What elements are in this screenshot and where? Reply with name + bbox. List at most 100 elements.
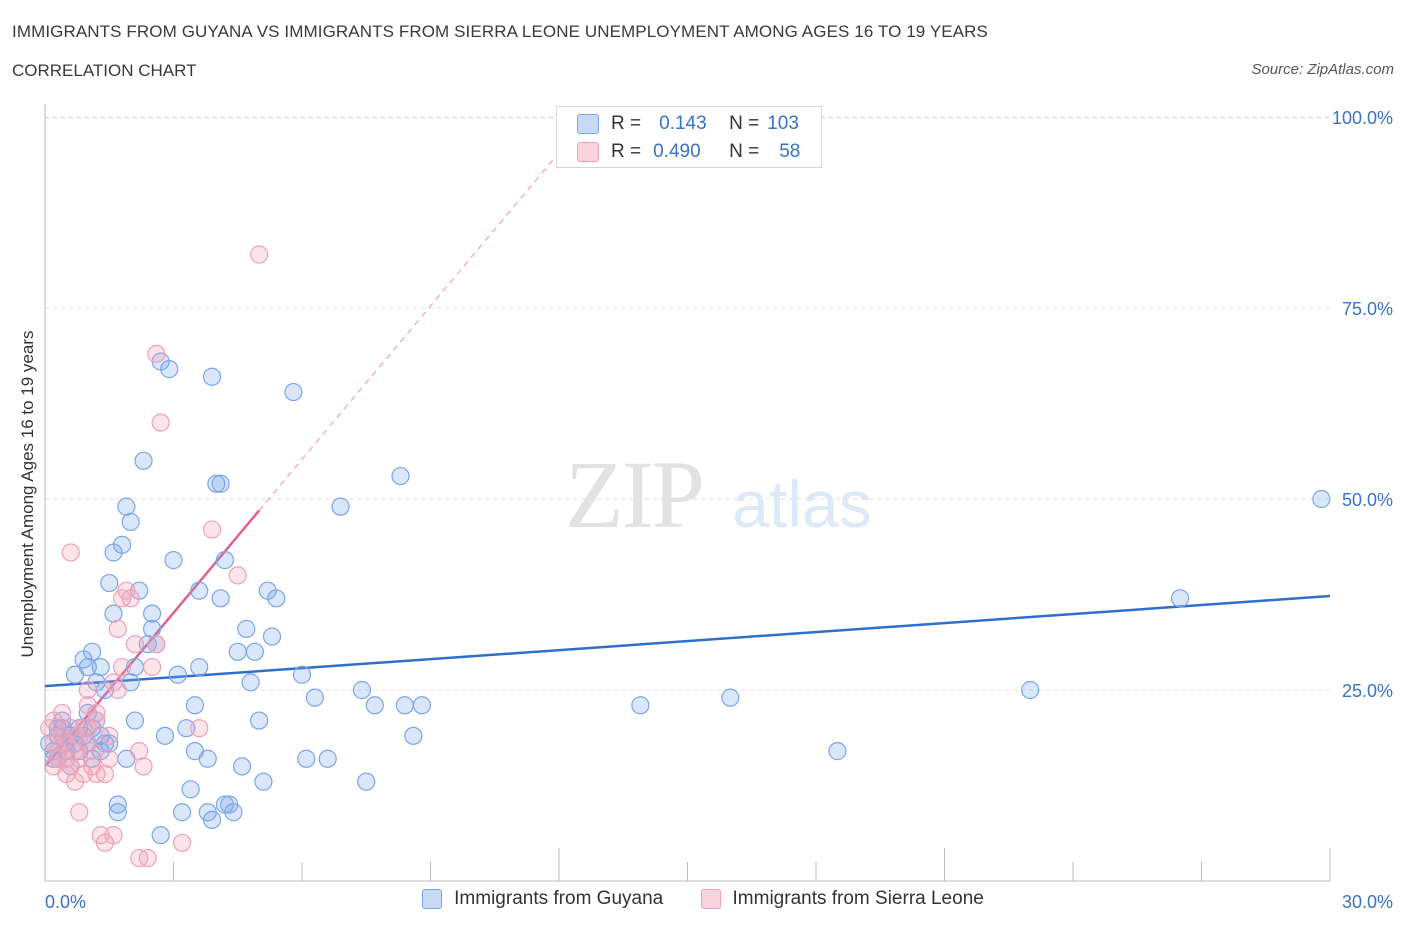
y-tick-label: 75.0% xyxy=(1342,299,1393,319)
data-point xyxy=(211,474,230,493)
data-point xyxy=(331,497,350,516)
legend-label-guyana: Immigrants from Guyana xyxy=(454,888,664,909)
legend-swatch-guyana xyxy=(422,889,443,909)
data-point xyxy=(250,245,269,264)
data-point xyxy=(297,749,316,768)
data-point xyxy=(631,696,650,715)
data-point xyxy=(202,367,222,386)
watermark: ZIP atlas xyxy=(565,441,872,548)
data-point xyxy=(108,619,127,638)
axis-labels: 25.0% 50.0% 75.0% 100.0% 0.0% 30.0% xyxy=(45,108,1393,912)
data-point xyxy=(112,657,132,677)
data-point xyxy=(78,719,97,738)
data-point xyxy=(250,711,269,730)
x-tick-label-max: 30.0% xyxy=(1342,892,1393,912)
n-label: N = xyxy=(729,113,760,134)
legend-label-sierra-leone: Immigrants from Sierra Leone xyxy=(732,888,984,909)
data-point xyxy=(164,551,183,570)
data-point xyxy=(134,757,153,776)
legend-swatch-sierra-leone xyxy=(700,889,721,909)
data-point xyxy=(104,604,123,623)
data-point xyxy=(100,749,119,768)
data-point xyxy=(125,635,145,654)
data-point xyxy=(318,749,337,768)
data-point xyxy=(121,589,140,608)
data-point xyxy=(292,665,312,684)
data-point xyxy=(828,742,847,761)
n-value: 103 xyxy=(767,113,799,134)
data-point xyxy=(254,772,273,791)
data-point xyxy=(112,535,132,554)
data-point xyxy=(404,726,423,745)
y-tick-label: 100.0% xyxy=(1332,108,1393,128)
data-point xyxy=(108,795,127,814)
watermark-atlas: atlas xyxy=(732,467,871,541)
data-point xyxy=(198,749,217,768)
data-point xyxy=(262,627,282,646)
data-point xyxy=(155,726,175,745)
data-point xyxy=(91,657,110,677)
x-tick-label-min: 0.0% xyxy=(45,892,86,912)
data-point xyxy=(147,635,166,654)
stats-row-guyana: R = 0.143 N = 103 xyxy=(577,111,799,137)
data-point xyxy=(168,665,187,684)
data-point xyxy=(125,711,145,730)
y-tick-label: 50.0% xyxy=(1342,490,1393,510)
watermark-zip: ZIP xyxy=(565,441,703,548)
n-value: 58 xyxy=(779,141,801,162)
data-point xyxy=(53,726,72,745)
data-point xyxy=(121,512,140,532)
data-point xyxy=(211,589,230,608)
data-point xyxy=(142,619,162,638)
data-point xyxy=(108,680,127,700)
series-legend: Immigrants from Guyana Immigrants from S… xyxy=(0,888,1406,915)
data-point xyxy=(391,466,410,486)
data-point xyxy=(100,734,119,753)
series-guyana-points xyxy=(40,352,1331,845)
trend-line-sierra-leone-extension xyxy=(258,147,564,511)
data-point xyxy=(95,764,115,784)
y-tick-label: 25.0% xyxy=(1342,681,1393,701)
data-point xyxy=(53,703,72,723)
data-point xyxy=(83,742,102,761)
source-label: Source: ZipAtlas.com xyxy=(1251,61,1394,78)
data-point xyxy=(78,680,97,700)
data-point xyxy=(721,688,740,707)
data-point xyxy=(151,413,170,432)
data-point xyxy=(134,451,153,470)
data-point xyxy=(215,551,234,570)
data-point xyxy=(57,749,76,768)
data-point xyxy=(100,573,119,593)
r-value: 0.143 xyxy=(659,113,707,134)
data-point xyxy=(160,360,179,379)
data-point xyxy=(190,581,209,600)
data-point xyxy=(87,703,106,723)
data-point xyxy=(365,696,384,715)
data-point xyxy=(177,719,196,738)
data-point xyxy=(70,803,89,822)
series-sierra-leone-points xyxy=(40,245,269,868)
data-point xyxy=(224,803,243,822)
data-point xyxy=(151,826,170,845)
legend-item-sierra-leone[interactable]: Immigrants from Sierra Leone xyxy=(700,888,984,910)
data-point xyxy=(142,657,162,677)
stats-row-sierra-leone: R = 0.490 N = 58 xyxy=(577,139,800,165)
data-point xyxy=(142,604,162,623)
data-point xyxy=(172,833,192,852)
data-point xyxy=(172,803,192,822)
data-point xyxy=(232,757,252,776)
data-point xyxy=(357,772,376,791)
chart-title: IMMIGRANTS FROM GUYANA VS IMMIGRANTS FRO… xyxy=(12,22,988,41)
legend-item-guyana[interactable]: Immigrants from Guyana xyxy=(422,888,663,910)
y-axis-title: Unemployment Among Ages 16 to 19 years xyxy=(18,331,37,658)
trend-line-guyana xyxy=(44,594,1331,688)
data-point xyxy=(237,619,256,638)
data-point xyxy=(181,780,200,799)
data-point xyxy=(202,520,222,539)
data-point xyxy=(202,810,222,829)
data-point xyxy=(108,803,127,822)
data-point xyxy=(241,673,260,692)
data-point xyxy=(61,543,80,562)
stats-legend: R = 0.143 N = 103 R = 0.490 N = 58 xyxy=(556,106,822,168)
